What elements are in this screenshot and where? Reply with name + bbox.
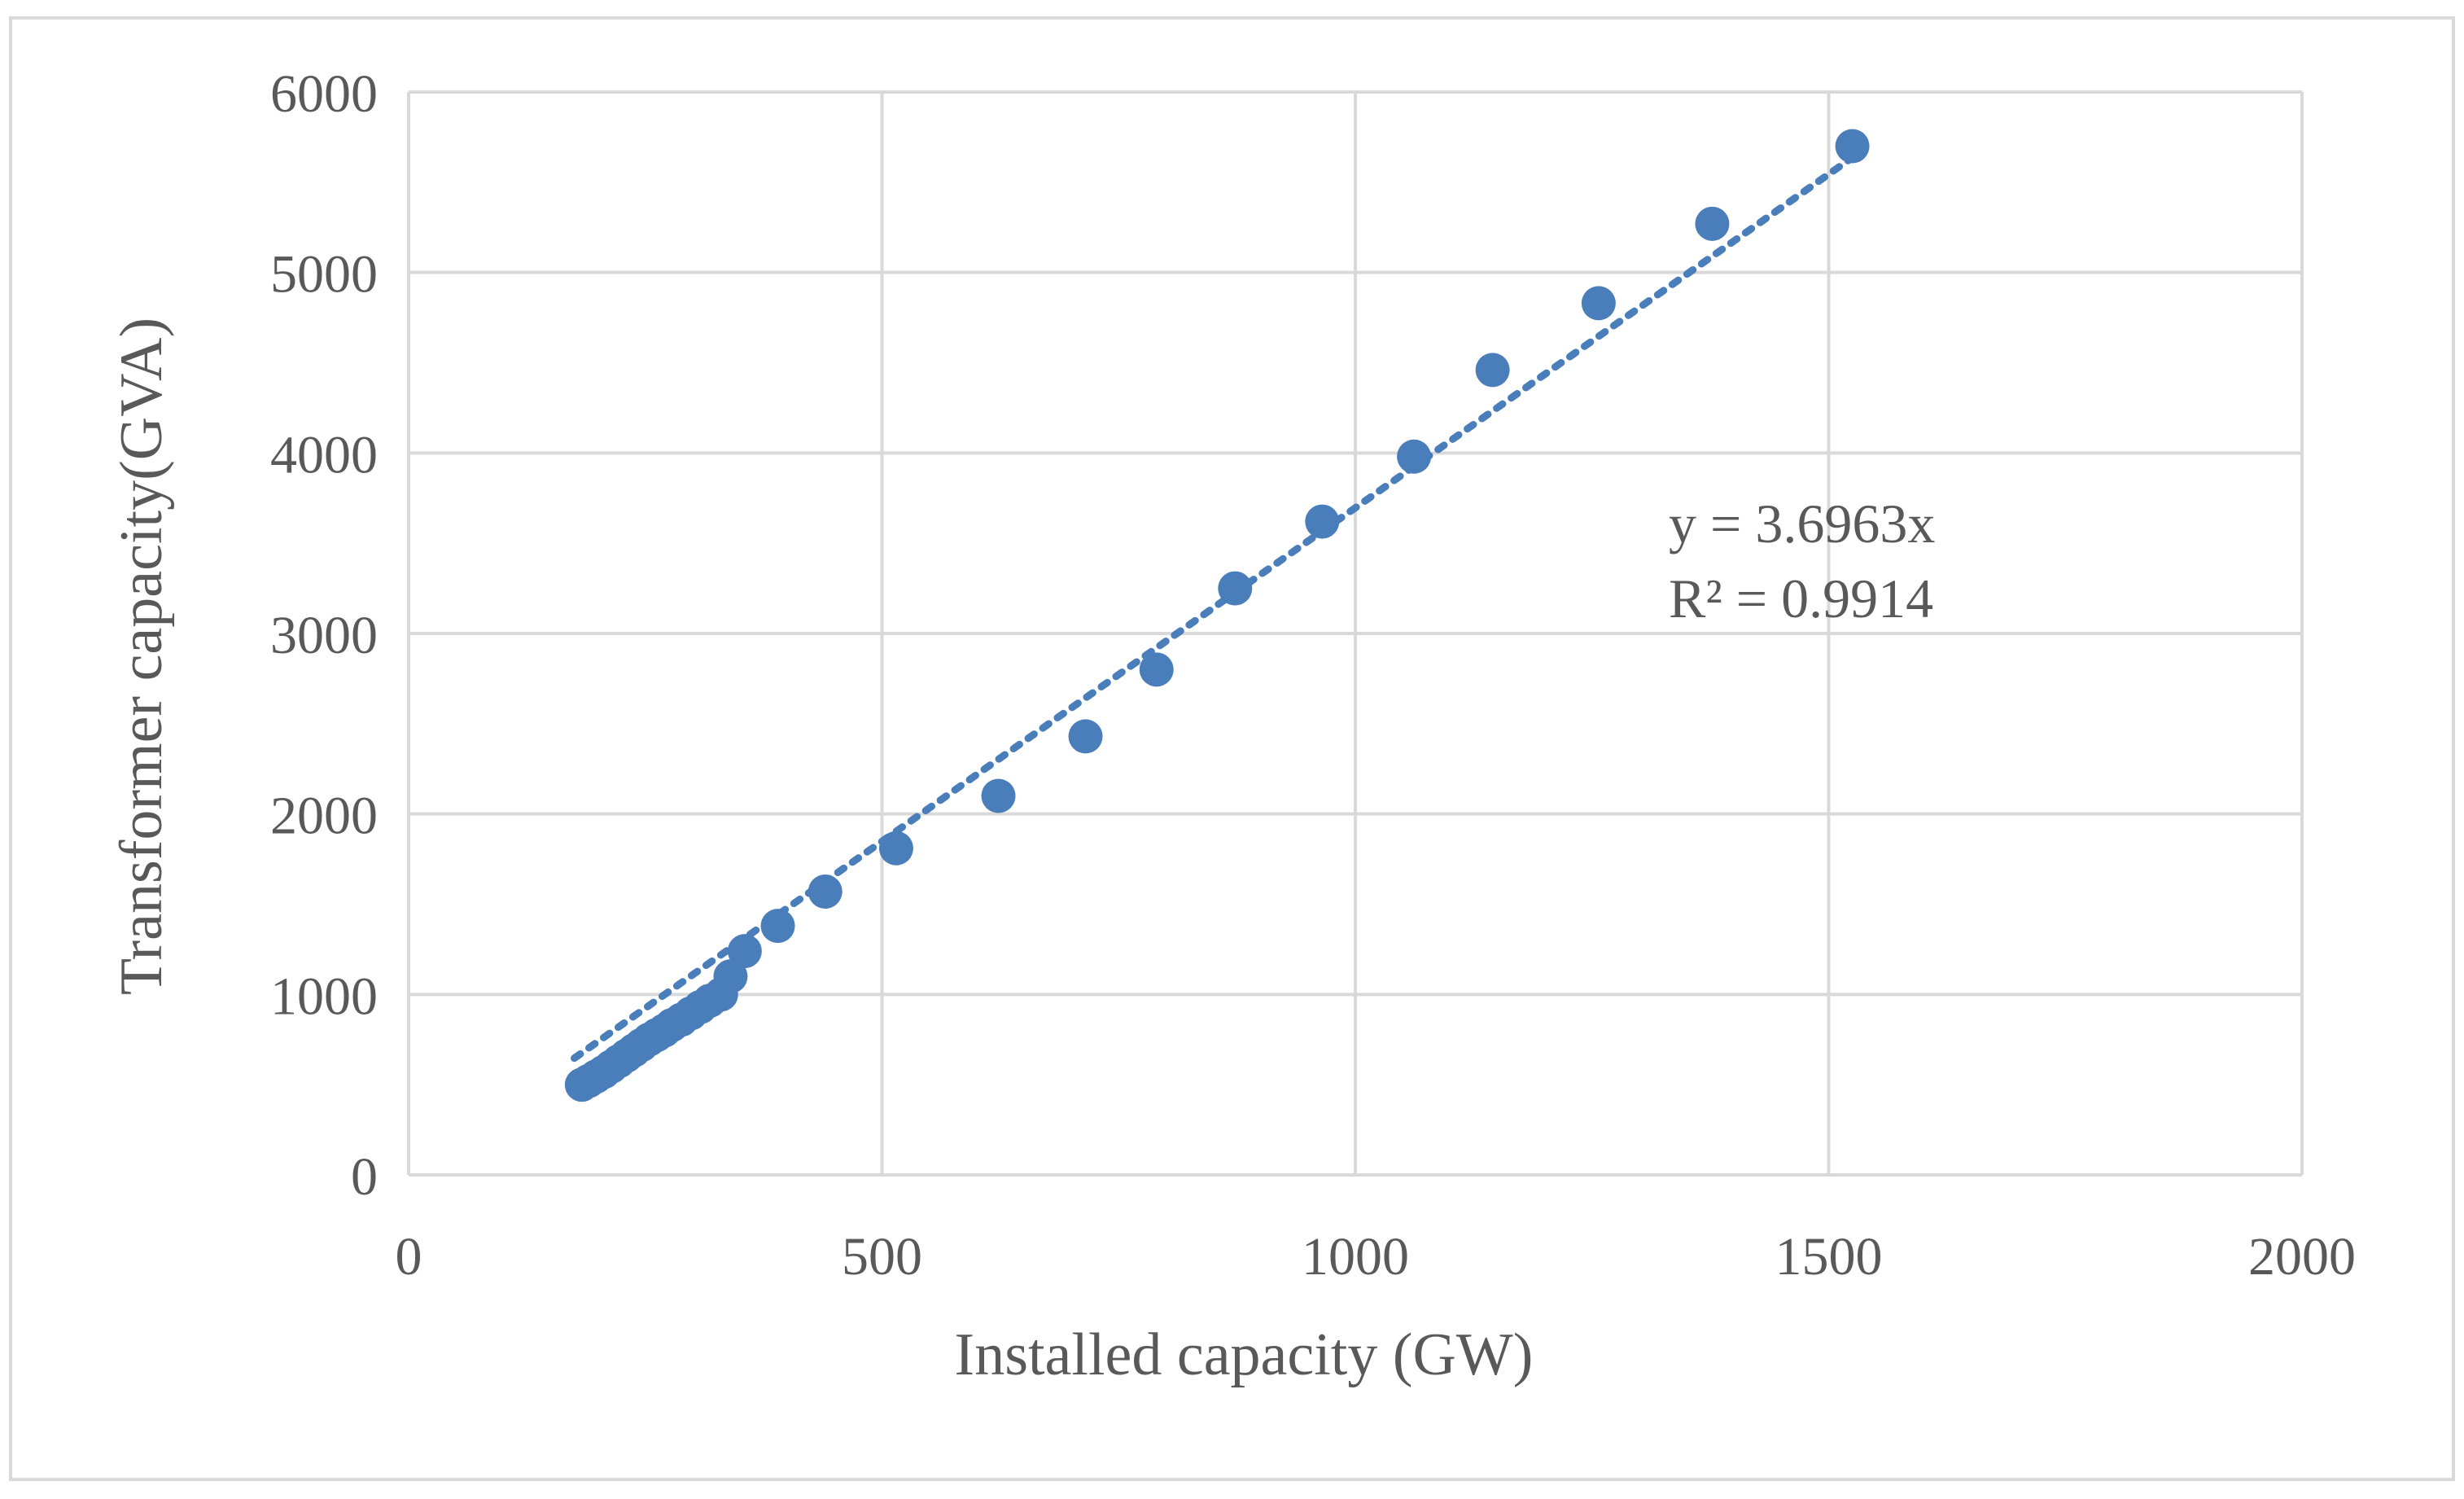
gridlines <box>409 90 2304 1175</box>
y-tick-label: 3000 <box>270 606 378 665</box>
y-tick-label: 1000 <box>270 966 378 1026</box>
data-point <box>1475 353 1510 388</box>
y-tick-label: 0 <box>351 1147 378 1207</box>
data-point <box>1835 129 1870 164</box>
axes <box>407 92 2302 1177</box>
x-tick-label: 1500 <box>1775 1227 1883 1286</box>
data-point <box>1695 206 1730 241</box>
x-axis-title: Installed capacity (GW) <box>955 1321 1534 1388</box>
data-points <box>564 129 1870 1102</box>
y-tick-label: 4000 <box>270 425 378 484</box>
x-tick-label: 2000 <box>2248 1227 2356 1286</box>
data-point <box>1139 652 1174 687</box>
data-point <box>1305 504 1340 539</box>
data-point <box>760 909 795 944</box>
data-point <box>1068 719 1103 754</box>
data-point <box>807 874 842 909</box>
data-point <box>1397 439 1432 474</box>
y-tick-label: 2000 <box>270 787 378 846</box>
trendline <box>571 153 1857 1063</box>
data-point <box>981 778 1016 813</box>
chart-border <box>9 16 2455 1481</box>
r-squared-label: R² = 0.9914 <box>1669 568 1933 629</box>
x-tick-label: 500 <box>842 1227 922 1286</box>
x-tick-label: 1000 <box>1302 1227 1409 1286</box>
data-point <box>1581 286 1616 321</box>
y-axis-title: Transformer capacity(GVA) <box>108 318 175 995</box>
y-tick-label: 6000 <box>270 64 378 124</box>
data-point <box>1218 571 1253 606</box>
data-point <box>713 959 748 994</box>
data-point <box>878 831 913 866</box>
tick-labels: 0 1000 2000 3000 4000 5000 6000 0 500 1000 1500 200… <box>270 64 2356 1286</box>
data-point <box>727 934 762 969</box>
trendline-equation: y = 3.6963x <box>1669 493 1935 554</box>
y-tick-label: 5000 <box>270 245 378 305</box>
x-tick-label: 0 <box>396 1227 422 1286</box>
trendline-line <box>571 153 1857 1063</box>
